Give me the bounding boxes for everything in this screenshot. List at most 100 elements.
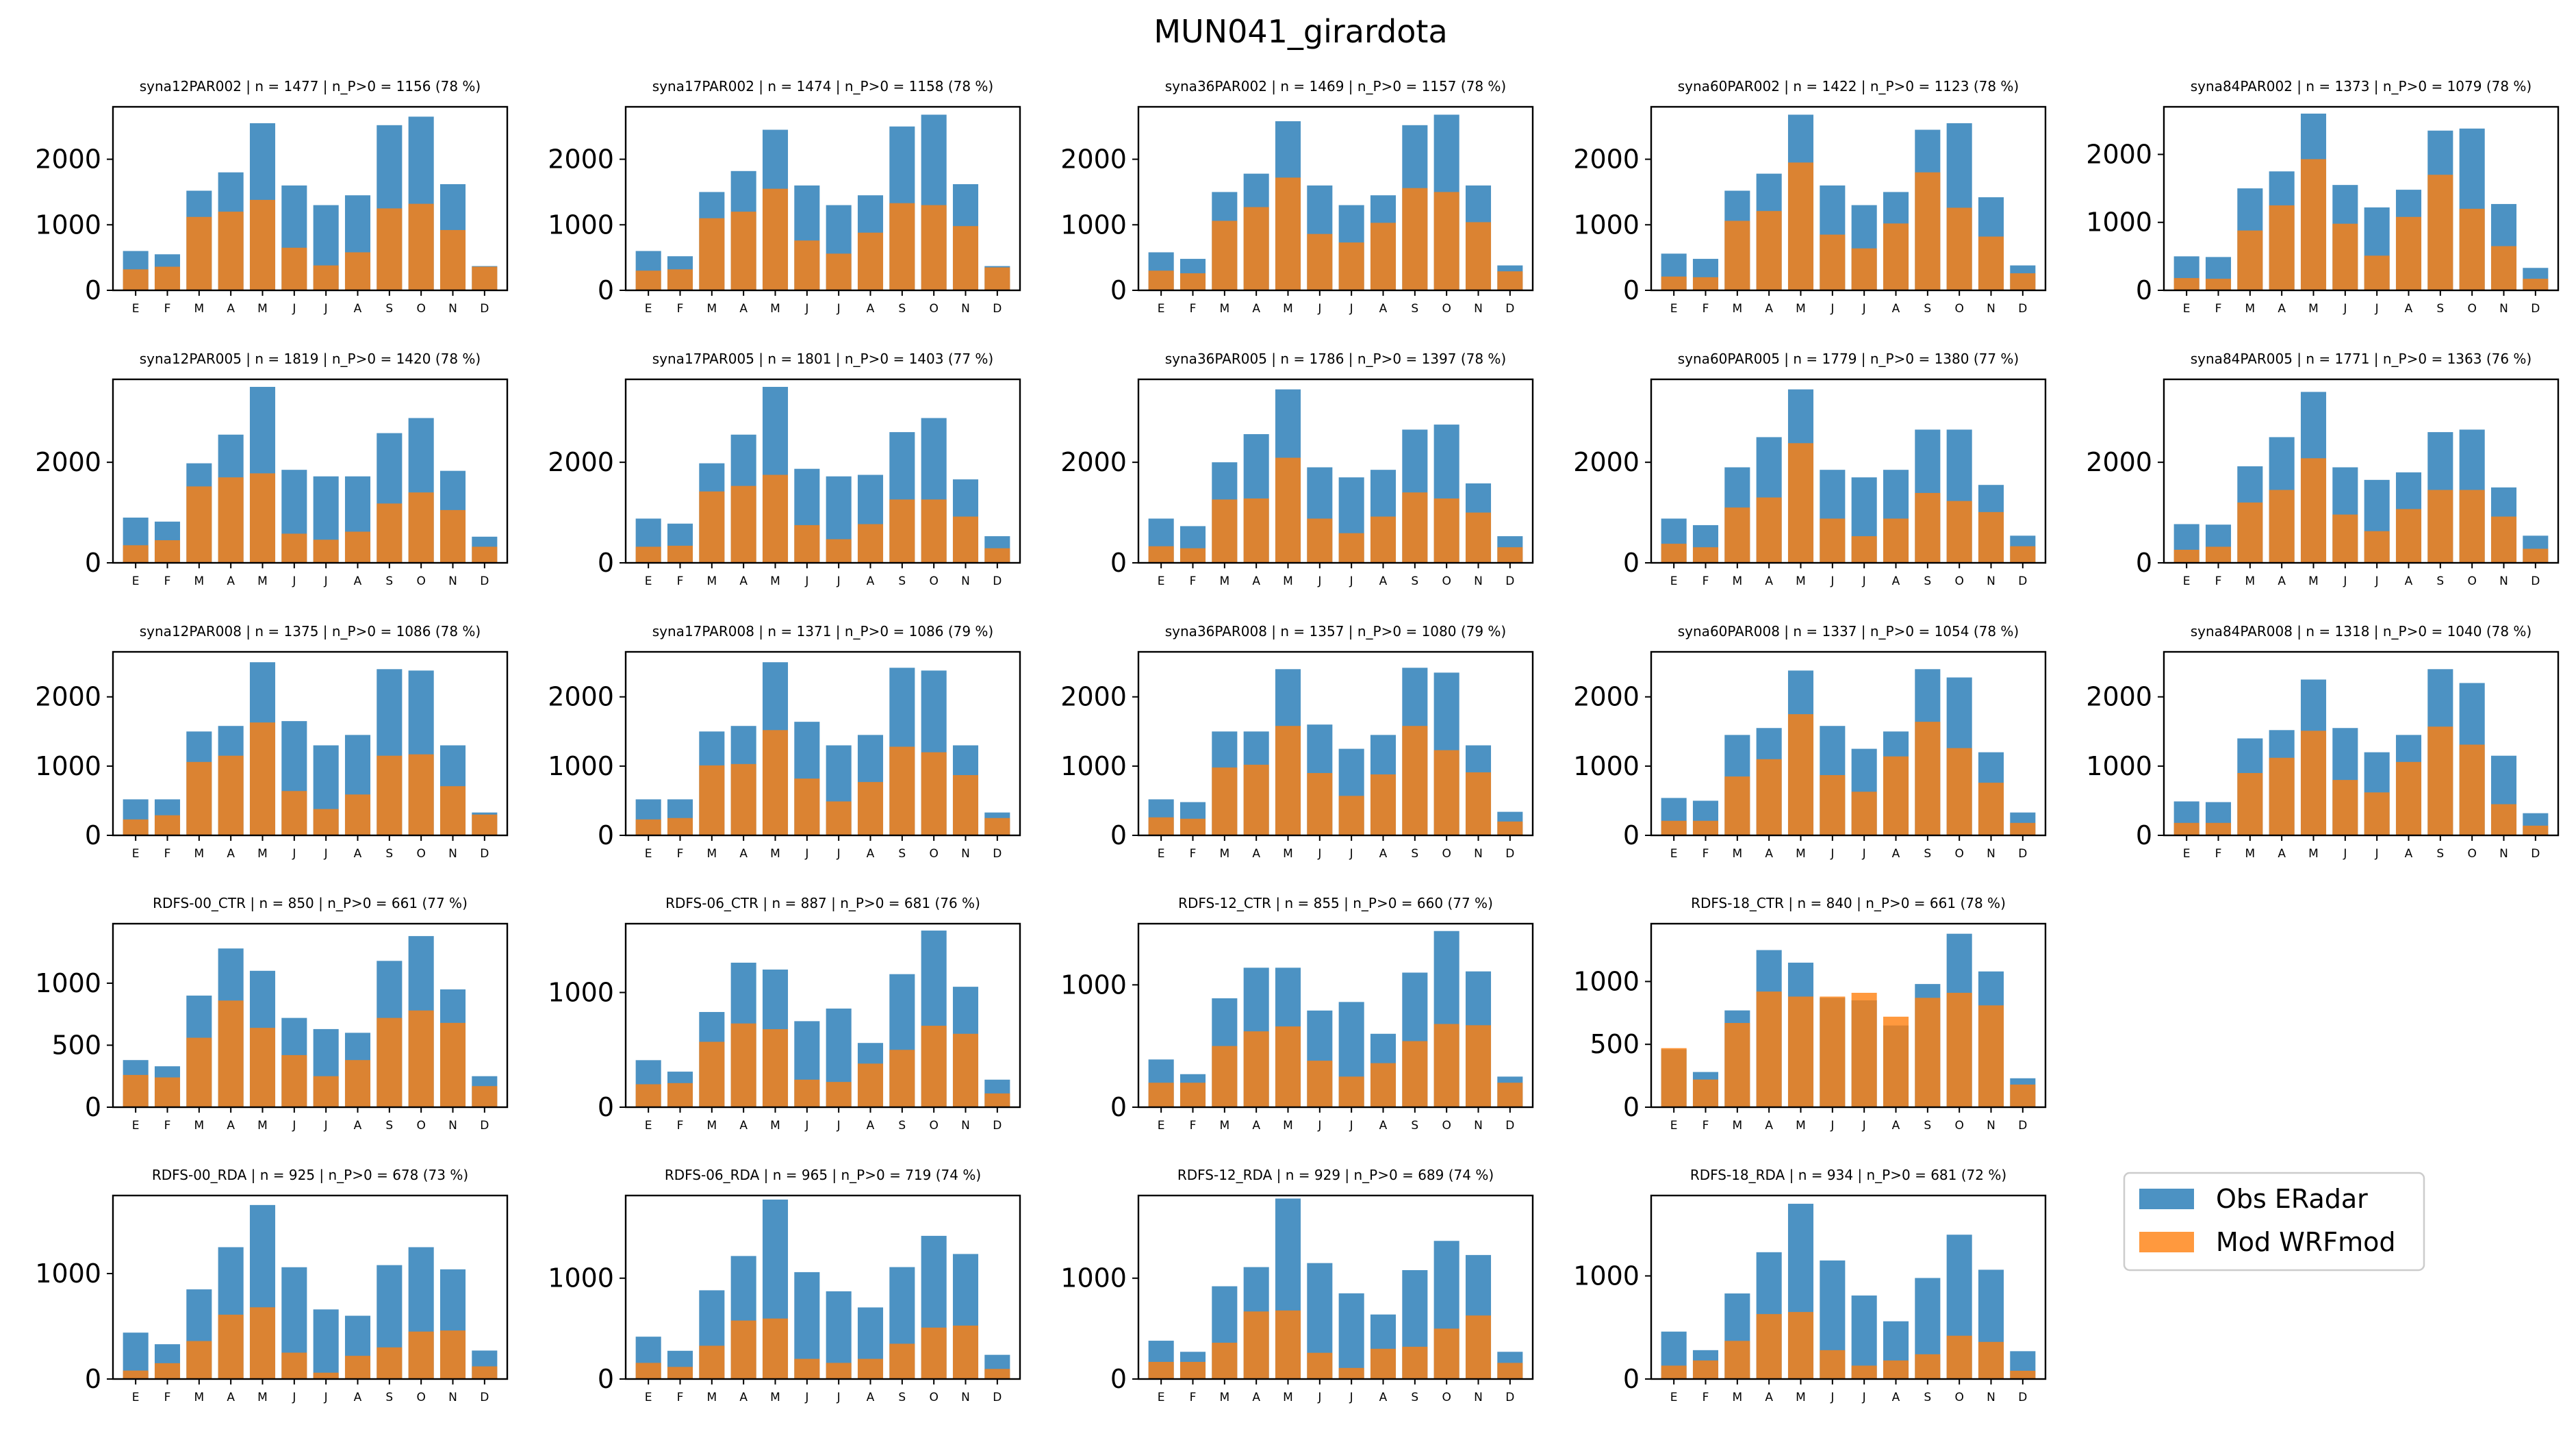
- bar-mod: [281, 1054, 307, 1107]
- x-tick-label: J: [292, 302, 296, 316]
- x-tick-label: D: [480, 847, 489, 861]
- x-tick-label: O: [929, 1119, 938, 1133]
- x-tick-label: D: [480, 1119, 489, 1133]
- bar-mod: [2427, 175, 2453, 290]
- bar-mod: [1212, 1342, 1238, 1379]
- y-tick-label: 0: [2136, 275, 2152, 305]
- x-tick-label: O: [1442, 847, 1451, 861]
- x-tick-label: E: [1158, 302, 1165, 316]
- bar-mod: [1724, 1341, 1750, 1379]
- x-tick-label: D: [993, 302, 1002, 316]
- subplot: RDFS-00_RDA | n = 925 | n_P>0 = 678 (73 …: [35, 1167, 509, 1404]
- x-tick-label: M: [1283, 574, 1293, 588]
- x-tick-label: N: [448, 302, 457, 316]
- bar-mod: [1692, 277, 1719, 290]
- x-tick-label: E: [2183, 574, 2191, 588]
- plot-frame: [1650, 1194, 2047, 1380]
- x-tick-label: M: [706, 1391, 717, 1404]
- bar-mod: [1787, 1312, 1814, 1379]
- x-tick-label: A: [1765, 1391, 1773, 1404]
- bar-mod: [1756, 991, 1782, 1107]
- x-tick-label: O: [416, 1119, 425, 1133]
- x-tick-label: A: [739, 574, 748, 588]
- bar-mod: [1756, 1314, 1782, 1379]
- bar-mod: [1820, 775, 1846, 835]
- plot-frame: [1650, 650, 2047, 837]
- bar-mod: [1338, 796, 1364, 835]
- x-tick-label: A: [867, 1391, 875, 1404]
- bar-mod: [344, 531, 371, 563]
- plot-frame: [1650, 922, 2047, 1109]
- x-tick-label: S: [1924, 847, 1931, 861]
- bar-mod: [249, 199, 276, 290]
- bar-mod: [1883, 1016, 1909, 1107]
- x-tick-label: S: [898, 302, 906, 316]
- bar-mod: [1883, 223, 1909, 290]
- bar-mod: [1851, 792, 1877, 835]
- bar-mod: [762, 1318, 789, 1379]
- bar-mod: [123, 1074, 149, 1107]
- plot-frame: [624, 105, 1021, 292]
- x-tick-label: A: [867, 302, 875, 316]
- y-tick-label: 0: [85, 1364, 101, 1394]
- x-tick-label: A: [2405, 302, 2413, 316]
- x-tick-label: J: [1830, 1391, 1834, 1404]
- bar-mod: [1243, 207, 1269, 290]
- x-tick-label: E: [1670, 1119, 1678, 1133]
- x-tick-label: M: [2308, 574, 2319, 588]
- x-tick-label: M: [1219, 302, 1229, 316]
- bar-mod: [667, 269, 693, 290]
- x-tick-label: J: [804, 574, 808, 588]
- bar-mod: [984, 267, 1010, 290]
- x-tick-label: N: [1987, 847, 1995, 861]
- bar-mod: [1915, 492, 1941, 563]
- x-tick-label: M: [257, 1391, 268, 1404]
- bar-mod: [2010, 822, 2036, 835]
- y-tick-label: 2000: [1060, 144, 1127, 175]
- subplot-title: RDFS-18_CTR | n = 840 | n_P>0 = 661 (78 …: [1691, 895, 2006, 911]
- bar-mod: [1465, 772, 1492, 835]
- x-tick-label: J: [2343, 847, 2347, 861]
- bar-mod: [123, 269, 149, 290]
- bar-mod: [1307, 1061, 1333, 1107]
- plot-frame: [624, 378, 1021, 564]
- x-tick-label: F: [164, 847, 171, 861]
- x-tick-label: F: [1190, 1119, 1197, 1133]
- bar-mod: [1243, 1031, 1269, 1107]
- bar-mod: [1243, 1311, 1269, 1379]
- x-tick-label: J: [1862, 1391, 1866, 1404]
- bar-mod: [1338, 533, 1364, 563]
- bar-mod: [281, 533, 307, 563]
- x-tick-label: M: [770, 1391, 780, 1404]
- subplot-title: RDFS-00_RDA | n = 925 | n_P>0 = 678 (73 …: [152, 1167, 468, 1183]
- bar-mod: [1946, 501, 1972, 563]
- plot-frame: [624, 1194, 1021, 1380]
- plot-frame: [2163, 650, 2560, 837]
- bar-mod: [730, 763, 756, 835]
- bar-mod: [1465, 1025, 1492, 1107]
- x-tick-label: A: [1252, 847, 1260, 861]
- x-tick-label: A: [227, 1391, 235, 1404]
- x-tick-label: J: [2343, 574, 2347, 588]
- x-tick-label: D: [2018, 1391, 2027, 1404]
- bar-mod: [857, 232, 884, 290]
- y-tick-label: 1000: [35, 751, 101, 781]
- y-tick-label: 1000: [548, 978, 614, 1008]
- bar-mod: [344, 1356, 371, 1379]
- bar-mod: [1212, 220, 1238, 290]
- x-tick-label: N: [961, 302, 970, 316]
- x-tick-label: J: [837, 1391, 841, 1404]
- bar-mod: [1978, 783, 2004, 835]
- plot-frame: [624, 650, 1021, 837]
- bar-mod: [123, 545, 149, 563]
- bar-mod: [1402, 726, 1428, 835]
- bar-mod: [2523, 279, 2549, 290]
- x-tick-label: M: [257, 1119, 268, 1133]
- bar-mod: [1402, 1041, 1428, 1107]
- bar-mod: [730, 485, 756, 563]
- bar-mod: [1692, 1079, 1719, 1107]
- x-tick-label: D: [480, 302, 489, 316]
- bar-mod: [667, 818, 693, 835]
- bar-mod: [2364, 531, 2390, 563]
- y-tick-label: 0: [598, 275, 614, 305]
